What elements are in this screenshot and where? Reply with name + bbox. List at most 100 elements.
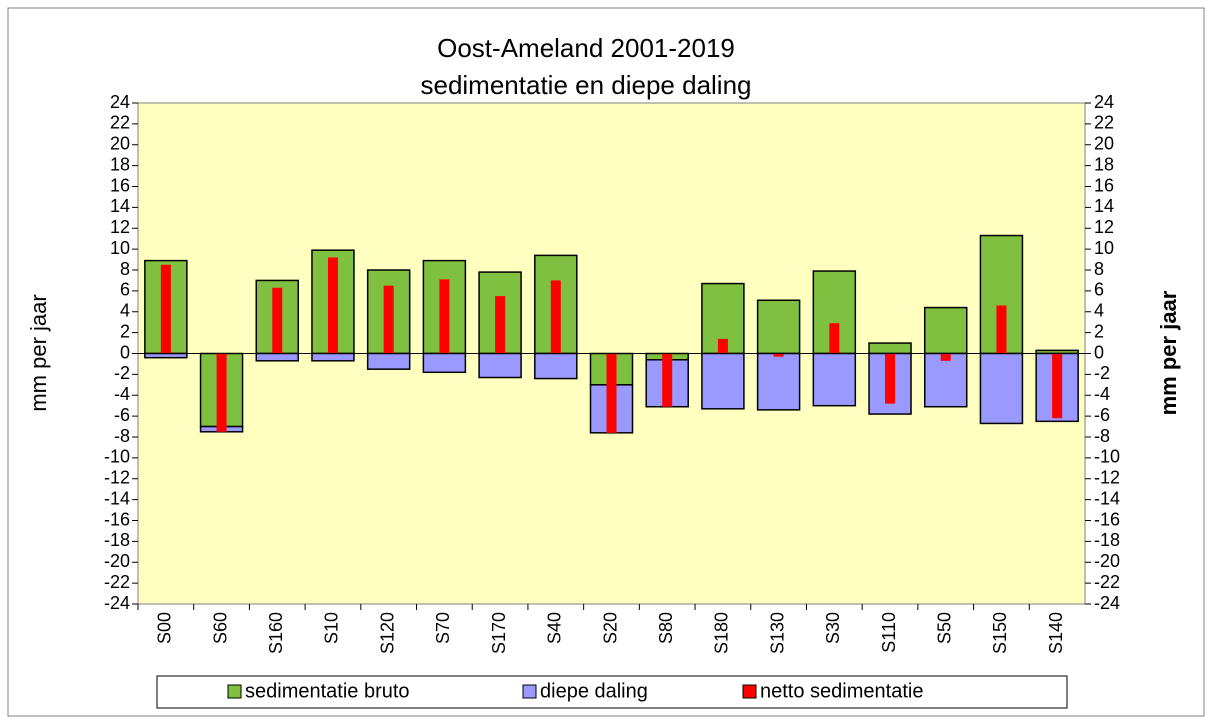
x-tick-label: S80 xyxy=(656,612,676,644)
bar xyxy=(756,299,801,355)
y2-tick-label: -14 xyxy=(1094,488,1120,508)
x-tick-label: S160 xyxy=(266,612,286,654)
y-tick-label: -18 xyxy=(104,530,130,550)
y2-tick-label: -24 xyxy=(1094,593,1120,613)
bar xyxy=(701,352,745,410)
y2-tick-label: 24 xyxy=(1094,92,1114,112)
x-tick-label: S120 xyxy=(377,612,397,654)
y2-tick-label: 4 xyxy=(1094,301,1104,321)
bar xyxy=(144,352,188,359)
y2-tick-label: 22 xyxy=(1094,113,1114,133)
y-tick-label: 16 xyxy=(110,175,130,195)
y-tick-label: -6 xyxy=(114,405,130,425)
y2-tick-label: -8 xyxy=(1094,426,1110,446)
x-tick-label: S40 xyxy=(545,612,565,644)
net-bar xyxy=(272,287,283,354)
x-tick-label: S00 xyxy=(155,612,175,644)
y2-tick-label: 14 xyxy=(1094,196,1114,216)
x-tick-label: S140 xyxy=(1046,612,1066,654)
y2-axis-label: mm per jaar xyxy=(1156,290,1181,415)
x-tick-label: S110 xyxy=(879,612,899,653)
y2-tick-label: -10 xyxy=(1094,447,1120,467)
net-bar xyxy=(550,280,561,354)
y-tick-label: -4 xyxy=(114,384,130,404)
y-tick-label: -12 xyxy=(104,468,130,488)
y-tick-label: 0 xyxy=(120,342,130,362)
y-tick-label: 8 xyxy=(120,259,130,279)
net-bar xyxy=(829,323,840,354)
y-tick-label: 12 xyxy=(110,217,130,237)
net-bar xyxy=(160,264,171,354)
y2-tick-label: -4 xyxy=(1094,384,1110,404)
y-tick-label: -2 xyxy=(114,363,130,383)
legend-swatch xyxy=(227,684,242,699)
y-tick-label: 24 xyxy=(110,92,130,112)
x-tick-label: S130 xyxy=(767,612,787,654)
legend-box xyxy=(156,675,1068,709)
net-bar xyxy=(495,296,506,354)
bar xyxy=(868,342,912,355)
y2-tick-label: 18 xyxy=(1094,154,1114,174)
chart-subtitle: sedimentatie en diepe daling xyxy=(420,70,751,100)
net-bar xyxy=(940,353,951,361)
legend-swatch xyxy=(522,684,537,699)
bar xyxy=(478,352,522,379)
y2-tick-label: -2 xyxy=(1094,363,1110,383)
bar xyxy=(923,352,968,408)
x-tick-label: S10 xyxy=(322,612,342,644)
y2-tick-label: -16 xyxy=(1094,509,1120,529)
y2-tick-label: -12 xyxy=(1094,468,1120,488)
y2-tick-label: 20 xyxy=(1094,134,1114,154)
y2-tick-label: -20 xyxy=(1094,551,1120,571)
y2-tick-label: 0 xyxy=(1094,342,1104,362)
net-bar xyxy=(717,338,728,354)
y2-tick-label: 6 xyxy=(1094,280,1104,300)
y-tick-label: -24 xyxy=(104,593,130,613)
y-tick-label: -22 xyxy=(104,572,130,592)
bar xyxy=(923,306,968,355)
y2-tick-label: 12 xyxy=(1094,217,1114,237)
net-bar xyxy=(773,353,784,357)
y2-tick-label: -22 xyxy=(1094,572,1120,592)
y2-tick-label: 10 xyxy=(1094,238,1114,258)
y-tick-label: 14 xyxy=(110,196,130,216)
net-bar xyxy=(996,305,1007,354)
x-tick-label: S20 xyxy=(600,612,620,644)
y-tick-label: -8 xyxy=(114,426,130,446)
y-tick-label: -16 xyxy=(104,509,130,529)
y-tick-label: 6 xyxy=(120,280,130,300)
bar xyxy=(311,352,355,362)
y-axis-label: mm per jaar xyxy=(26,294,51,411)
net-bar xyxy=(1052,353,1063,419)
bar xyxy=(534,352,578,380)
legend-label: sedimentatie bruto xyxy=(245,680,410,702)
bar xyxy=(812,352,857,407)
net-bar xyxy=(439,279,450,354)
net-bar xyxy=(216,353,227,432)
y-tick-label: 20 xyxy=(110,134,130,154)
bar xyxy=(255,352,300,362)
legend-swatch xyxy=(742,684,757,699)
legend-label: diepe daling xyxy=(540,680,648,702)
y-tick-label: 10 xyxy=(110,238,130,258)
net-bar xyxy=(885,353,896,404)
y2-tick-label: 2 xyxy=(1094,321,1104,341)
net-bar xyxy=(662,353,673,407)
chart-title: Oost-Ameland 2001-2019 xyxy=(437,33,735,63)
bar xyxy=(979,352,1024,425)
x-tick-label: S170 xyxy=(489,612,509,654)
x-tick-label: S150 xyxy=(990,612,1010,654)
net-bar xyxy=(327,257,338,354)
bar xyxy=(366,352,411,370)
y2-tick-label: -6 xyxy=(1094,405,1110,425)
x-tick-label: S70 xyxy=(433,612,453,644)
legend-label: netto sedimentatie xyxy=(760,680,923,702)
bar xyxy=(756,352,801,411)
y2-tick-label: 16 xyxy=(1094,175,1114,195)
x-tick-label: S60 xyxy=(210,612,230,644)
x-tick-label: S50 xyxy=(934,612,954,644)
y2-tick-label: 8 xyxy=(1094,259,1104,279)
y-tick-label: -20 xyxy=(104,551,130,571)
bar xyxy=(979,234,1024,355)
